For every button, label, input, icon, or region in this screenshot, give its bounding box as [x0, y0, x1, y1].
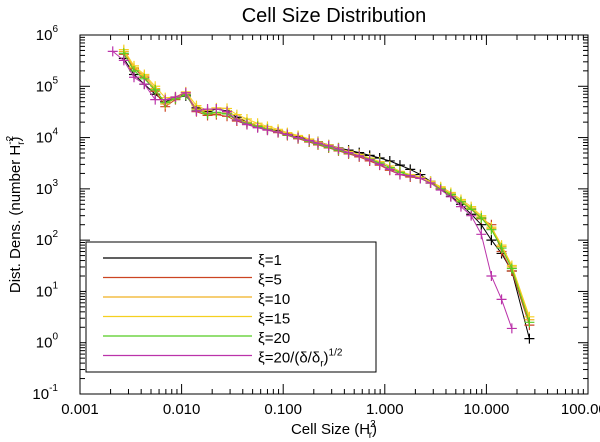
y-tick-label: 106: [36, 24, 59, 44]
data-point: [170, 91, 181, 102]
y-tick-label: 102: [36, 229, 59, 249]
data-point: [364, 154, 375, 165]
data-point: [394, 169, 405, 180]
data-point: [374, 159, 385, 170]
x-axis-label: Cell Size (H2 r): [291, 419, 377, 441]
data-point: [496, 243, 507, 254]
data-point: [476, 229, 487, 240]
data-point: [211, 104, 222, 115]
x-tick-label: 10.000: [463, 401, 509, 418]
y-axis-label: Dist. Dens. (number H-2r): [5, 135, 27, 293]
y-tick-label: 10-1: [32, 383, 58, 403]
data-point: [354, 150, 365, 161]
data-point: [252, 122, 263, 133]
legend-entry: ξ=5: [258, 272, 282, 289]
data-point: [506, 323, 517, 334]
legend-entry: ξ=1: [258, 252, 282, 269]
plot-frame: [79, 34, 589, 395]
data-point: [304, 135, 315, 146]
data-point: [524, 317, 535, 328]
legend-box: [85, 241, 377, 373]
data-point: [150, 94, 161, 105]
x-tick-label: 1.000: [366, 401, 404, 418]
data-point: [333, 143, 344, 154]
x-tick-label: 0.010: [163, 401, 201, 418]
data-point: [415, 173, 426, 184]
data-point: [323, 140, 334, 151]
data-point: [435, 185, 446, 195]
y-tick-label: 103: [36, 178, 59, 198]
data-point: [191, 105, 202, 116]
legend-entry: ξ=20/(δ/δr)1/2: [258, 348, 343, 370]
legend-entry: ξ=15: [258, 311, 290, 328]
data-point: [160, 94, 171, 105]
x-tick-label: 0.100: [264, 401, 302, 418]
data-point: [293, 132, 304, 143]
data-point: [139, 79, 150, 90]
legend-entry: ξ=20: [258, 330, 290, 347]
data-point: [118, 55, 129, 66]
y-tick-label: 105: [36, 75, 59, 95]
data-point: [180, 87, 191, 98]
y-tick-label: 104: [36, 127, 59, 147]
data-point: [496, 294, 507, 305]
legend: ξ=1 ξ=5 ξ=10 ξ=15 ξ=20ξ=20/(δ/δr)1/2: [85, 241, 377, 373]
y-tick-label: 100: [36, 332, 59, 352]
data-point: [312, 138, 323, 149]
data-point: [273, 127, 284, 138]
series-line: [112, 50, 513, 329]
data-point: [202, 104, 213, 115]
series-layer: [107, 44, 535, 344]
data-point: [425, 178, 436, 189]
data-point: [466, 210, 477, 221]
data-point: [455, 201, 466, 212]
data-point: [405, 170, 416, 181]
x-tick-label: 0.001: [61, 401, 99, 418]
data-point: [476, 213, 487, 224]
series-line: [123, 49, 530, 317]
data-point: [282, 129, 293, 140]
data-point: [445, 191, 456, 202]
data-point: [486, 235, 497, 246]
axis-labels: Cell Size (H2 r) Dist. Dens. (number H-2r): [5, 135, 377, 441]
data-point: [222, 106, 233, 117]
data-point: [486, 224, 497, 235]
y-tick-label: 101: [36, 280, 59, 300]
data-point: [384, 164, 395, 175]
axes-layer: 0.001 0.010 0.100 1.000 10.000 100.000 10-1 100…: [32, 24, 600, 418]
legend-entry: ξ=10: [258, 291, 290, 308]
data-point: [343, 147, 354, 158]
data-point: [524, 333, 535, 344]
data-point: [241, 119, 252, 130]
data-point: [506, 263, 517, 274]
data-point: [486, 270, 497, 281]
chart-title: Cell Size Distribution: [242, 5, 427, 27]
data-point: [262, 125, 273, 136]
data-point: [231, 115, 242, 126]
data-point: [150, 84, 161, 95]
x-tick-label: 100.000: [561, 401, 600, 418]
data-point: [107, 46, 118, 57]
data-point: [128, 72, 139, 83]
series-6: [107, 46, 517, 334]
